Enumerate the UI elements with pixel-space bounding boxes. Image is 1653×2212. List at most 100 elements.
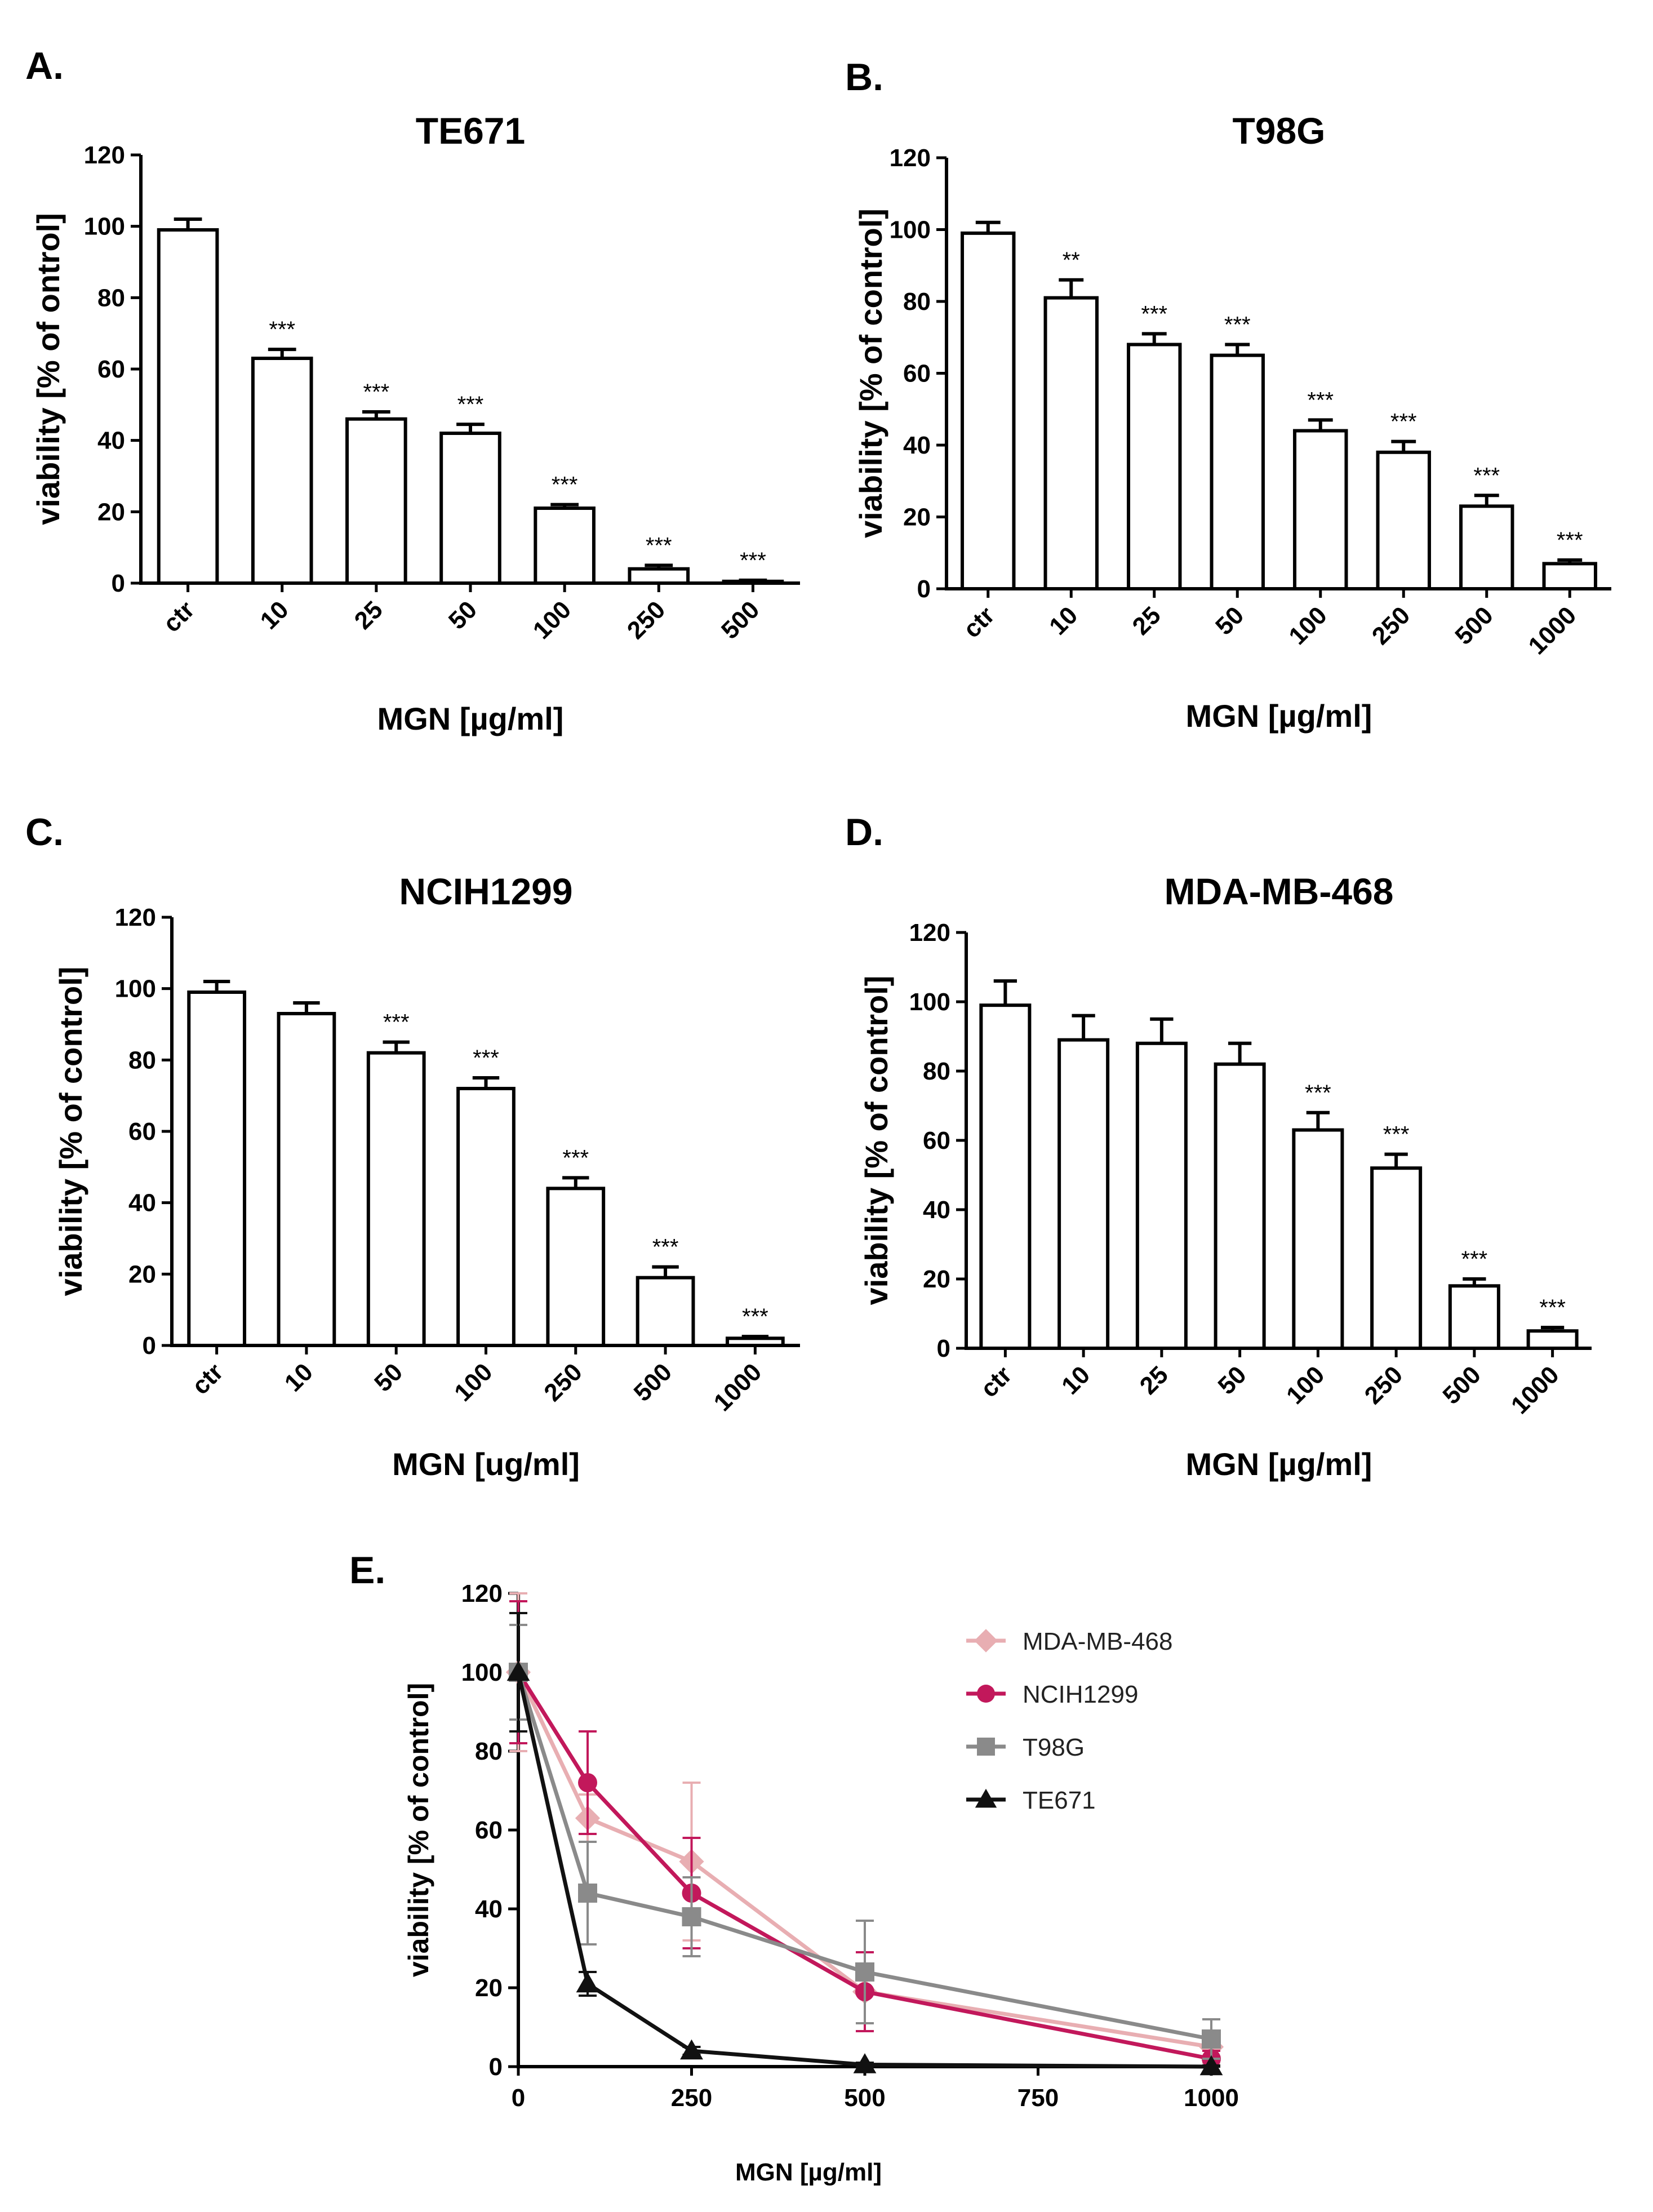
bar	[277, 1012, 336, 1347]
x-tick-label: 100	[1283, 601, 1332, 650]
bar	[1526, 1329, 1579, 1350]
chart-b: T98G 0 20 40 60 80 100 120 ctr ** 10 *** 25 *** 50 *** 1…	[853, 110, 1611, 734]
marker-square	[855, 1962, 874, 1982]
bar	[1459, 504, 1514, 590]
y-tick-label: 40	[475, 1895, 503, 1923]
y-tick-label: 0	[937, 1335, 950, 1362]
panel-letter-b: B.	[845, 56, 883, 99]
y-tick-label: 100	[461, 1659, 503, 1686]
x-tick-label: 100	[449, 1358, 498, 1407]
x-axis-label: MGN [µg/ml]	[1186, 698, 1372, 734]
bar	[1043, 296, 1099, 590]
bar	[157, 228, 219, 585]
bar	[345, 417, 407, 585]
marker-triangle	[853, 2053, 877, 2073]
x-tick-label: 500	[844, 2084, 885, 2112]
chart-title: TE671	[416, 110, 525, 152]
y-tick-label: 40	[903, 432, 931, 459]
y-axis-label: viability [% of control]	[853, 208, 888, 538]
significance-label: ***	[552, 473, 578, 498]
y-tick-label: 100	[890, 216, 931, 244]
x-tick-label: ctr	[958, 601, 999, 643]
bar	[456, 1087, 516, 1347]
significance-label: ***	[1539, 1295, 1566, 1320]
bar	[366, 1051, 426, 1347]
marker-circle	[977, 1685, 995, 1703]
y-axis-label: viability [% of control]	[403, 1683, 434, 1977]
significance-label: ***	[742, 1304, 768, 1329]
bar	[1135, 1041, 1188, 1351]
bar	[961, 231, 1016, 590]
chart-title: T98G	[1232, 110, 1325, 152]
chart-title: NCIH1299	[399, 870, 572, 912]
x-tick-label: 250	[671, 2084, 712, 2112]
chart-c: NCIH1299 0 20 40 60 80 100 120 ctr 10 *** 50 *** 100 *…	[53, 870, 800, 1482]
y-tick-label: 0	[917, 575, 931, 603]
bar	[628, 567, 690, 585]
significance-label: ***	[363, 380, 390, 405]
y-tick-label: 100	[115, 975, 156, 1003]
legend-label: MDA-MB-468	[1023, 1628, 1173, 1655]
panel-letter-a: A.	[25, 45, 64, 87]
x-tick-label: 1000	[709, 1358, 767, 1416]
chart-d: MDA-MB-468 0 20 40 60 80 100 120 ctr 10 25 50 *** 100…	[859, 870, 1592, 1482]
chart-title: MDA-MB-468	[1164, 870, 1393, 912]
x-tick-label: 1000	[1184, 2084, 1239, 2112]
bar	[1210, 353, 1265, 590]
y-tick-label: 20	[128, 1260, 156, 1288]
significance-label: ***	[1473, 463, 1500, 488]
y-tick-label: 60	[475, 1816, 503, 1844]
marker-circle	[578, 1773, 597, 1792]
marker-square	[1202, 2029, 1221, 2049]
x-tick-label: 25	[349, 596, 388, 634]
x-tick-label: 50	[369, 1358, 408, 1397]
x-axis-label: MGN [µg/ml]	[735, 2158, 882, 2186]
marker-triangle	[1199, 2055, 1223, 2076]
significance-label: ***	[652, 1235, 679, 1260]
y-axis-label: viability [% of ontrol]	[30, 213, 66, 525]
x-tick-label: 500	[1437, 1361, 1486, 1410]
y-tick-label: 120	[115, 904, 156, 931]
significance-label: ***	[562, 1145, 589, 1170]
y-tick-label: 80	[475, 1738, 503, 1765]
marker-triangle	[975, 1788, 997, 1808]
chart-e: 0 20 40 60 80 100 120 0 250 500 750 1000 MDA-MB-468 N…	[403, 1580, 1239, 2186]
bar	[636, 1276, 695, 1348]
x-tick-label: ctr	[186, 1358, 228, 1400]
y-tick-label: 100	[84, 213, 125, 241]
x-tick-label: 500	[716, 596, 765, 645]
significance-label: ***	[1557, 528, 1583, 553]
x-tick-label: 10	[1044, 601, 1083, 640]
y-tick-label: 60	[903, 360, 931, 388]
y-tick-label: 40	[128, 1189, 156, 1217]
bar	[979, 1003, 1032, 1350]
bar	[1214, 1062, 1266, 1350]
y-tick-label: 20	[923, 1265, 950, 1293]
significance-label: ***	[740, 548, 766, 573]
bar	[1292, 1128, 1344, 1351]
x-tick-label: 0	[512, 2084, 525, 2112]
x-tick-label: 100	[1281, 1361, 1330, 1410]
chart-a: TE671 0 20 40 60 80 100 120 ctr *** 10 *** 25 *** 50 **…	[30, 110, 800, 736]
y-axis-label: viability [% of control]	[53, 967, 88, 1296]
x-tick-label: 250	[1367, 601, 1416, 650]
marker-diamond	[974, 1629, 998, 1653]
x-tick-label: 1000	[1506, 1361, 1565, 1419]
x-tick-label: 25	[1127, 601, 1166, 640]
significance-label: **	[1063, 248, 1080, 273]
significance-label: ***	[1307, 388, 1334, 412]
bar	[1293, 429, 1348, 590]
x-axis-label: MGN [µg/ml]	[1186, 1446, 1372, 1482]
significance-label: ***	[646, 533, 672, 558]
marker-square	[578, 1884, 597, 1903]
bar	[439, 432, 501, 585]
x-tick-label: 10	[1056, 1361, 1095, 1400]
bar	[187, 990, 247, 1347]
x-tick-label: 250	[622, 596, 671, 645]
y-tick-label: 40	[97, 427, 125, 455]
y-tick-label: 80	[923, 1058, 950, 1085]
bar	[1376, 450, 1431, 590]
y-tick-label: 60	[923, 1127, 950, 1154]
marker-triangle	[680, 2039, 703, 2060]
significance-label: ***	[1305, 1081, 1331, 1105]
